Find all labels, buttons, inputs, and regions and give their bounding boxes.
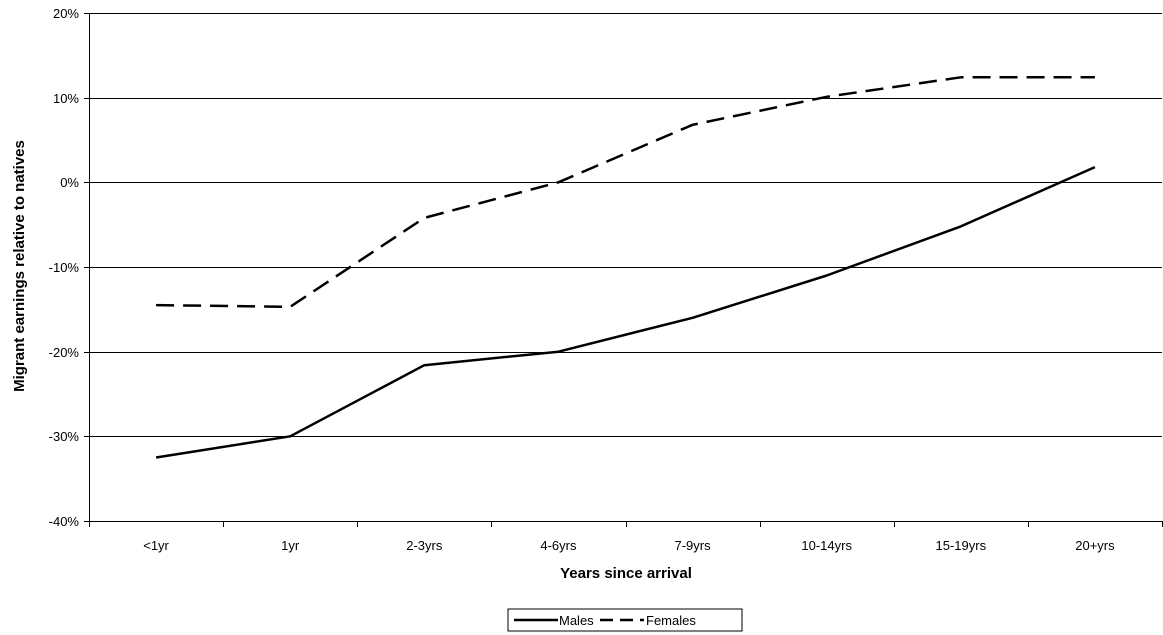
y-tick-label: 10% — [53, 91, 79, 106]
x-tick-label: 20+yrs — [1075, 538, 1115, 553]
series-lines — [155, 76, 1096, 459]
x-axis-title: Years since arrival — [560, 565, 692, 582]
series-line-males — [155, 165, 1096, 459]
legend-label-males: Males — [559, 613, 594, 628]
series-line-females — [156, 76, 1095, 309]
y-tick-label: 20% — [53, 6, 79, 21]
x-tick-label: 1yr — [281, 538, 300, 553]
x-tick-labels: <1yr 1yr 2-3yrs 4-6yrs 7-9yrs 10-14yrs 15-19yr… — [143, 538, 1115, 553]
x-tick-label: 10-14yrs — [801, 538, 852, 553]
x-tick-label: 2-3yrs — [406, 538, 443, 553]
y-tick-label: -20% — [49, 345, 80, 360]
y-tick-label: -10% — [49, 260, 80, 275]
y-tick-label: -40% — [49, 514, 80, 529]
legend-label-females: Females — [646, 613, 696, 628]
legend: Males Females — [507, 608, 743, 632]
y-axis-title: Migrant earnings relative to natives — [11, 140, 28, 392]
gridlines — [89, 13, 1162, 437]
x-tick-label: 4-6yrs — [540, 538, 577, 553]
y-tick-label: -30% — [49, 429, 80, 444]
axes — [84, 13, 1163, 527]
x-tick-label: 15-19yrs — [936, 538, 987, 553]
x-tick-label: 7-9yrs — [675, 538, 712, 553]
y-tick-label: 0% — [60, 175, 79, 190]
y-tick-labels: 20% 10% 0% -10% -20% -30% -40% — [49, 6, 80, 529]
x-tick-label: <1yr — [143, 538, 169, 553]
